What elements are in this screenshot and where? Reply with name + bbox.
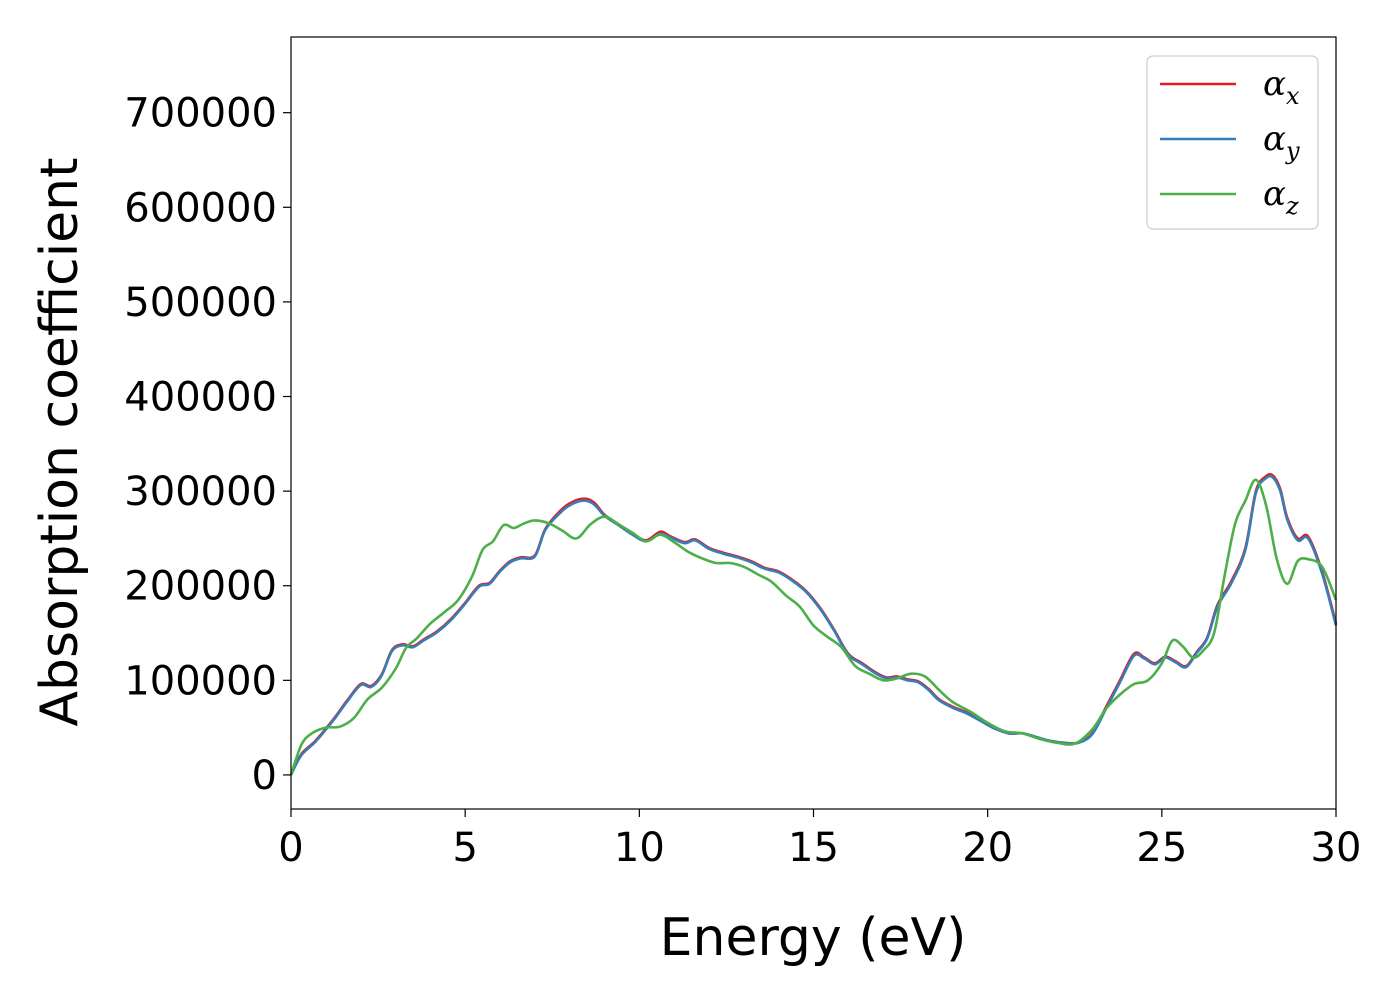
series-line-z [289, 478, 1338, 776]
x-tick-label: 5 [452, 825, 477, 871]
legend-box [1146, 55, 1319, 230]
x-axis: 0 5 10 15 20 25 30 [278, 809, 1361, 871]
x-tick-label: 0 [278, 825, 303, 871]
y-tick-label: 600000 [124, 185, 277, 231]
series-line-y [289, 474, 1338, 776]
y-axis-title: Absorption coefficient [30, 157, 90, 726]
x-tick-label: 25 [1136, 825, 1187, 871]
x-tick-label: 20 [962, 825, 1013, 871]
y-tick-label: 200000 [124, 564, 277, 610]
y-tick-label: 400000 [124, 375, 277, 421]
y-tick-label: 500000 [124, 280, 277, 326]
y-tick-label: 0 [252, 753, 277, 799]
x-axis-title: Energy (eV) [660, 908, 967, 968]
y-tick-label: 100000 [124, 658, 277, 704]
y-tick-label: 300000 [124, 469, 277, 515]
y-axis: 0 100000 200000 300000 400000 500000 600000 700… [124, 91, 291, 799]
x-tick-label: 30 [1311, 825, 1362, 871]
x-tick-label: 15 [788, 825, 839, 871]
series-lines [289, 472, 1338, 776]
x-tick-label: 10 [614, 825, 665, 871]
y-tick-label: 700000 [124, 91, 277, 137]
